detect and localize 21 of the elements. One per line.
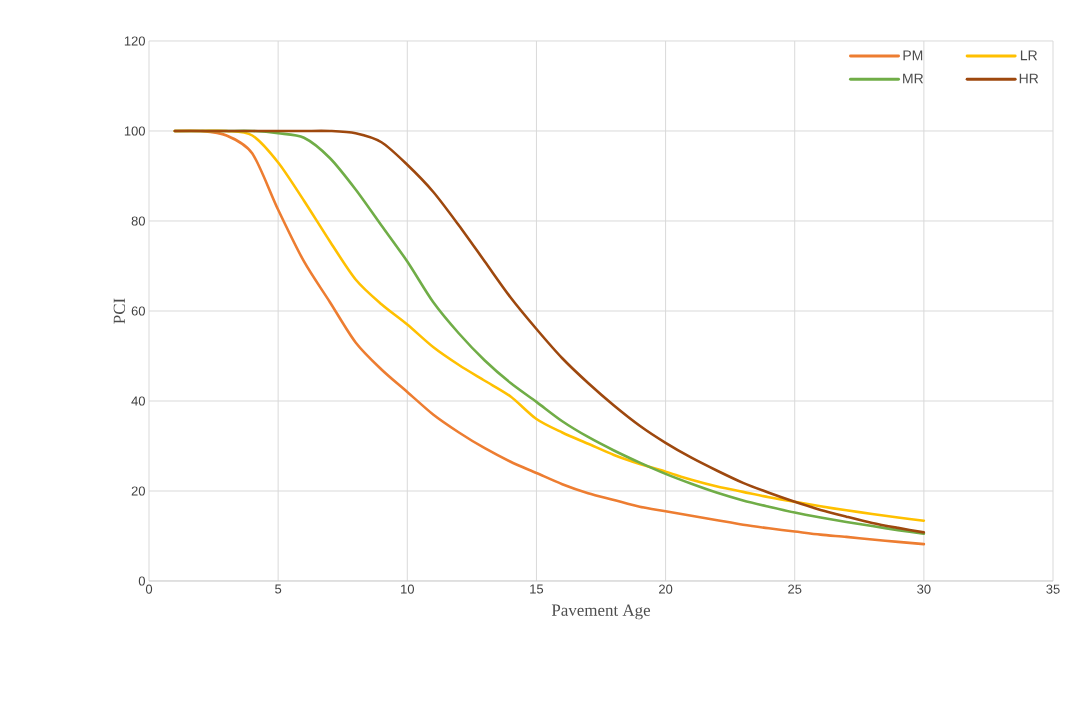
y-tick-label: 120: [124, 36, 145, 46]
y-axis-title: PCI: [113, 298, 126, 324]
x-tick-label: 25: [788, 584, 802, 594]
y-tick-label: 0: [138, 576, 145, 586]
x-tick-label: 15: [530, 584, 544, 594]
x-tick-label: 20: [659, 584, 673, 594]
x-tick-label: 30: [917, 584, 931, 594]
x-axis-title: Pavement Age: [551, 604, 651, 620]
y-tick-label: 60: [131, 306, 145, 316]
y-tick-label: 20: [131, 486, 145, 496]
legend-label: HR: [1019, 73, 1039, 84]
y-tick-label: 40: [131, 396, 145, 406]
legend-label: MR: [903, 73, 924, 84]
legend-label: LR: [1020, 50, 1037, 61]
y-tick-label: 80: [131, 216, 145, 226]
x-tick-label: 0: [145, 584, 153, 594]
x-tick-label: 10: [401, 584, 414, 594]
x-tick-label: 5: [275, 584, 282, 594]
x-tick-label: 35: [1046, 584, 1060, 594]
legend-label: PM: [903, 50, 923, 61]
y-tick-label: 100: [124, 126, 145, 136]
